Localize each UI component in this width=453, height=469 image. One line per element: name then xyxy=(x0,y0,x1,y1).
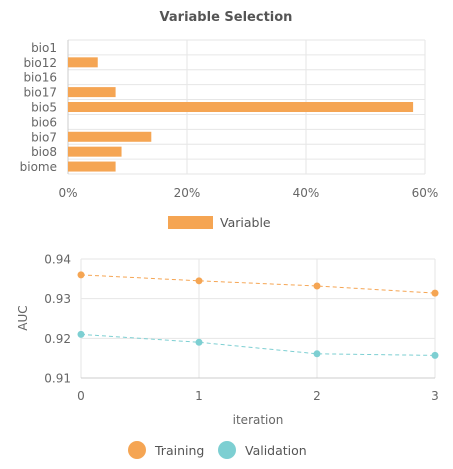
line-series xyxy=(77,271,439,359)
line-x-tick-label: 2 xyxy=(313,389,321,403)
bar-x-tick-label: 20% xyxy=(174,186,201,200)
bar-x-tick-label: 0% xyxy=(58,186,77,200)
line-legend: Training Validation xyxy=(128,441,307,459)
bar-x-tick-label: 40% xyxy=(293,186,320,200)
bar-category-label: bio6 xyxy=(31,115,57,129)
bar-x-tick-labels: 0% 20% 40% 60% xyxy=(58,186,438,200)
data-point-validation[interactable] xyxy=(195,338,203,346)
line-x-tick-label: 0 xyxy=(77,389,85,403)
line-x-axis-label: iteration xyxy=(233,413,284,427)
bar-category-label: biome xyxy=(20,160,57,174)
validation-legend-marker xyxy=(218,441,236,459)
series-line-training xyxy=(80,274,436,294)
line-gridlines xyxy=(80,258,436,379)
training-legend-marker xyxy=(128,441,146,459)
data-point-validation[interactable] xyxy=(431,351,439,359)
bar[interactable] xyxy=(68,87,116,98)
training-legend-label: Training xyxy=(154,443,204,458)
bar[interactable] xyxy=(68,146,122,157)
bar-category-label: bio7 xyxy=(31,130,57,144)
data-point-training[interactable] xyxy=(77,271,85,279)
bar-category-label: bio8 xyxy=(31,145,57,159)
series-line-validation xyxy=(80,333,436,356)
bar[interactable] xyxy=(68,131,152,142)
line-chart: 0.91 0.92 0.93 0.94 0 1 2 3 AUC iteration Trai… xyxy=(16,253,439,459)
bar-category-label: bio17 xyxy=(23,86,57,100)
line-y-tick-labels: 0.91 0.92 0.93 0.94 xyxy=(44,253,71,386)
bar-category-label: bio16 xyxy=(23,71,57,85)
data-point-training[interactable] xyxy=(313,282,321,290)
bar[interactable] xyxy=(68,102,414,112)
line-x-tick-label: 1 xyxy=(195,389,203,403)
line-x-tick-labels: 0 1 2 3 xyxy=(77,389,439,403)
data-point-training[interactable] xyxy=(431,289,439,297)
bar-category-label: bio5 xyxy=(31,101,57,115)
validation-legend-label: Validation xyxy=(245,443,307,458)
bar-legend-label: Variable xyxy=(220,215,271,230)
bar-category-label: bio1 xyxy=(31,41,57,55)
line-y-axis-label: AUC xyxy=(16,305,30,330)
line-x-tick-label: 3 xyxy=(431,389,439,403)
data-point-training[interactable] xyxy=(195,277,203,285)
data-point-validation[interactable] xyxy=(77,330,85,338)
bar-legend-swatch xyxy=(168,216,213,229)
bar-legend[interactable]: Variable xyxy=(168,215,271,230)
bar[interactable] xyxy=(68,57,98,68)
bar-chart: Variable Selection bio1bio12bio16bio17bi… xyxy=(20,10,439,230)
bar-x-tick-label: 60% xyxy=(412,186,439,200)
data-point-validation[interactable] xyxy=(313,350,321,358)
line-y-tick-label: 0.93 xyxy=(44,292,71,306)
bar[interactable] xyxy=(68,161,116,172)
bar-series xyxy=(68,57,414,172)
line-y-tick-label: 0.94 xyxy=(44,253,71,267)
line-y-tick-label: 0.92 xyxy=(44,332,71,346)
legend-item-training[interactable]: Training xyxy=(128,441,204,459)
legend-item-validation[interactable]: Validation xyxy=(218,441,307,459)
line-y-tick-label: 0.91 xyxy=(44,372,71,386)
bar-chart-title: Variable Selection xyxy=(160,10,293,25)
bar-category-label: bio12 xyxy=(23,56,57,70)
